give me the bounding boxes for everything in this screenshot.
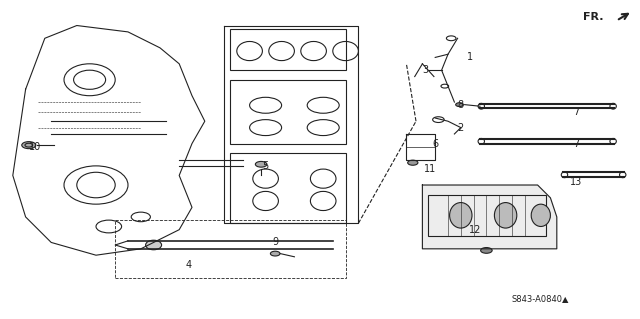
Text: 1: 1 — [467, 52, 474, 63]
Ellipse shape — [495, 203, 517, 228]
Bar — [230, 80, 346, 144]
Text: 11: 11 — [424, 164, 436, 174]
Text: FR.: FR. — [583, 11, 604, 22]
Text: S843-A0840▲: S843-A0840▲ — [512, 294, 570, 303]
Ellipse shape — [408, 160, 418, 165]
Ellipse shape — [456, 103, 463, 107]
Text: 4: 4 — [186, 260, 192, 270]
Bar — [428, 195, 546, 236]
Text: 7: 7 — [573, 107, 579, 117]
Text: 7: 7 — [573, 138, 579, 149]
Text: 5: 5 — [262, 161, 269, 171]
Ellipse shape — [22, 142, 36, 149]
Ellipse shape — [270, 251, 280, 256]
Ellipse shape — [481, 248, 492, 253]
Text: 8: 8 — [458, 100, 464, 110]
Text: 9: 9 — [272, 237, 278, 248]
Ellipse shape — [255, 161, 267, 167]
Text: 12: 12 — [468, 225, 481, 235]
Text: 6: 6 — [432, 138, 438, 149]
Text: 13: 13 — [570, 177, 582, 187]
Text: 2: 2 — [458, 122, 464, 133]
Polygon shape — [422, 185, 557, 249]
Text: 10: 10 — [29, 142, 42, 152]
Ellipse shape — [531, 204, 550, 226]
Bar — [230, 153, 346, 223]
Ellipse shape — [449, 203, 472, 228]
Text: 3: 3 — [422, 65, 429, 75]
Bar — [115, 220, 346, 278]
Ellipse shape — [146, 240, 161, 250]
Bar — [230, 29, 346, 70]
